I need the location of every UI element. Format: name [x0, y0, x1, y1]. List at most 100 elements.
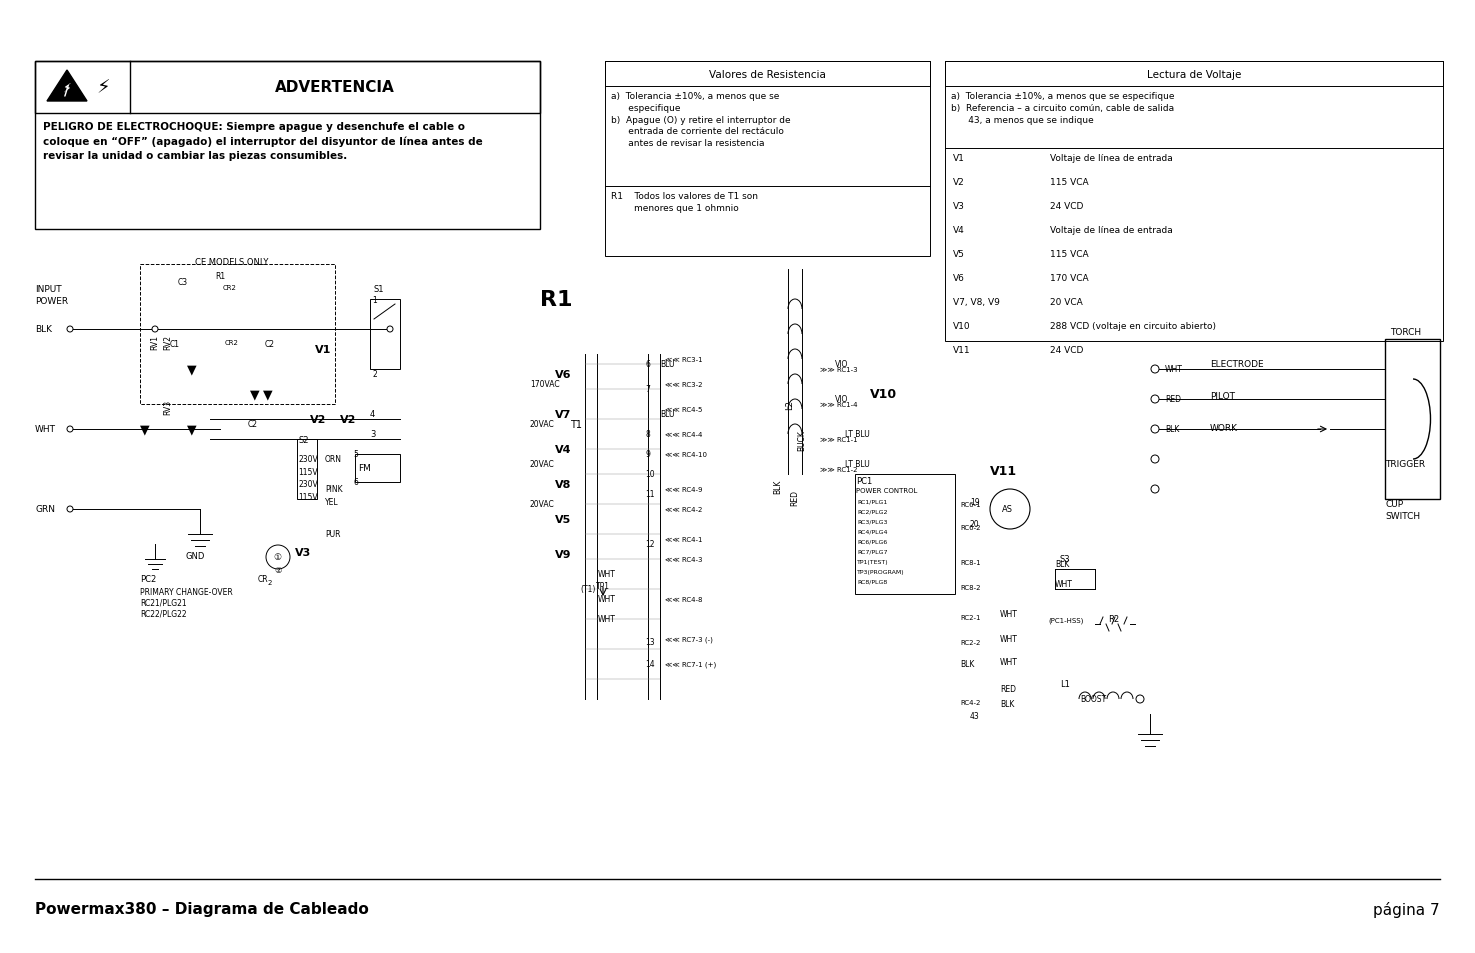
Text: S3: S3	[1061, 555, 1071, 563]
Text: AS: AS	[1002, 504, 1013, 514]
Text: V7: V7	[555, 410, 571, 419]
Text: 12: 12	[645, 539, 655, 548]
Text: 170 VCA: 170 VCA	[1050, 274, 1089, 283]
Text: SWITCH: SWITCH	[1385, 512, 1420, 520]
Text: (PC1-HSS): (PC1-HSS)	[1049, 618, 1083, 624]
Text: RC7/PLG7: RC7/PLG7	[857, 550, 888, 555]
Text: /: /	[65, 84, 69, 98]
Circle shape	[152, 327, 158, 333]
Text: BLK: BLK	[1055, 559, 1069, 568]
Text: 13: 13	[645, 638, 655, 646]
Text: 5: 5	[353, 450, 358, 458]
Bar	[945, 62, 1443, 87]
Text: ≪≪ RC4-1: ≪≪ RC4-1	[665, 537, 702, 542]
Text: V3: V3	[295, 547, 311, 558]
Bar	[945, 62, 1443, 341]
Text: ≫≫ RC1-3: ≫≫ RC1-3	[820, 367, 857, 373]
Text: WHT: WHT	[35, 424, 56, 434]
Text: V10: V10	[870, 388, 897, 400]
Text: ▼: ▼	[140, 423, 150, 436]
Text: a)  Tolerancia ±10%, a menos que se
      especifique
b)  Apague (O) y retire el: a) Tolerancia ±10%, a menos que se espec…	[611, 91, 791, 148]
Text: 20VAC: 20VAC	[530, 419, 555, 429]
Polygon shape	[47, 71, 87, 102]
Circle shape	[1150, 485, 1159, 494]
Text: ORN: ORN	[324, 455, 342, 463]
Text: BUCK: BUCK	[798, 430, 807, 451]
Text: V3: V3	[953, 202, 965, 211]
Text: RC21/PLG21: RC21/PLG21	[140, 598, 187, 607]
Circle shape	[990, 490, 1030, 530]
Text: WHT: WHT	[597, 615, 617, 623]
Text: ②: ②	[274, 565, 282, 575]
Text: R1: R1	[215, 272, 226, 281]
Circle shape	[66, 327, 72, 333]
Text: 115 VCA: 115 VCA	[1050, 250, 1089, 258]
Text: ▼: ▼	[187, 363, 196, 376]
Circle shape	[266, 545, 291, 569]
Text: Voltaje de línea de entrada: Voltaje de línea de entrada	[1050, 153, 1173, 163]
Bar	[355, 455, 400, 482]
Text: TP1: TP1	[596, 581, 611, 590]
Text: WHT: WHT	[1055, 579, 1072, 588]
Text: LT BLU: LT BLU	[845, 459, 870, 469]
Text: 288 VCD (voltaje en circuito abierto): 288 VCD (voltaje en circuito abierto)	[1050, 322, 1215, 331]
Text: V7, V8, V9: V7, V8, V9	[953, 297, 1000, 307]
Text: RC8/PLG8: RC8/PLG8	[857, 579, 888, 584]
Text: ≪≪ RC7-3 (-): ≪≪ RC7-3 (-)	[665, 636, 712, 642]
Text: RV1: RV1	[150, 335, 159, 350]
Text: RED: RED	[791, 490, 799, 505]
Text: TORCH: TORCH	[1389, 328, 1420, 336]
Text: BLK: BLK	[1000, 700, 1015, 708]
Text: V5: V5	[555, 515, 571, 524]
Text: BLK: BLK	[773, 479, 783, 494]
Bar	[605, 62, 931, 87]
Text: 230V: 230V	[298, 455, 317, 463]
Text: 2: 2	[268, 579, 273, 585]
Text: V2: V2	[953, 178, 965, 187]
Text: 7: 7	[645, 385, 650, 394]
Text: ▼: ▼	[251, 388, 260, 401]
Text: V9: V9	[555, 550, 571, 559]
Text: BOOST: BOOST	[1080, 695, 1106, 703]
Circle shape	[1150, 426, 1159, 434]
Text: ADVERTENCIA: ADVERTENCIA	[276, 80, 395, 95]
Text: WHT: WHT	[1000, 609, 1018, 618]
Text: RC2/PLG2: RC2/PLG2	[857, 510, 888, 515]
Text: RC6-2: RC6-2	[960, 524, 981, 531]
Text: Lectura de Voltaje: Lectura de Voltaje	[1148, 70, 1240, 79]
Circle shape	[66, 506, 72, 513]
Text: INPUT: INPUT	[35, 285, 62, 294]
Text: RC6/PLG6: RC6/PLG6	[857, 539, 888, 544]
Text: C1: C1	[170, 339, 180, 349]
Text: 14: 14	[645, 659, 655, 668]
Text: RC6-1: RC6-1	[960, 501, 981, 507]
Text: V4: V4	[555, 444, 571, 455]
Text: RC4-2: RC4-2	[960, 700, 981, 705]
Bar	[296, 439, 317, 499]
Circle shape	[1150, 366, 1159, 374]
Text: PINK: PINK	[324, 484, 342, 494]
Text: ≫≫ RC1-2: ≫≫ RC1-2	[820, 467, 857, 473]
Text: 8: 8	[645, 430, 650, 438]
Text: 43: 43	[971, 711, 979, 720]
Text: R1    Todos los valores de T1 son
        menores que 1 ohmnio: R1 Todos los valores de T1 son menores q…	[611, 192, 758, 213]
Text: 20: 20	[971, 519, 979, 529]
Text: RC1/PLG1: RC1/PLG1	[857, 499, 888, 504]
Text: 20VAC: 20VAC	[530, 499, 555, 509]
Text: WHT: WHT	[597, 569, 617, 578]
Circle shape	[1150, 395, 1159, 403]
Text: RC22/PLG22: RC22/PLG22	[140, 609, 187, 618]
Text: WHT: WHT	[1165, 365, 1183, 374]
Text: BLK: BLK	[1165, 424, 1180, 434]
Text: RC2-1: RC2-1	[960, 615, 981, 620]
Bar	[370, 299, 400, 370]
Text: ▼: ▼	[187, 423, 196, 436]
Text: 1: 1	[372, 295, 376, 305]
Text: ≪≪ RC4-4: ≪≪ RC4-4	[665, 432, 702, 437]
Text: PELIGRO DE ELECTROCHOQUE: Siempre apague y desenchufe el cable o
coloque en “OFF: PELIGRO DE ELECTROCHOQUE: Siempre apague…	[43, 122, 482, 161]
Text: 20VAC: 20VAC	[530, 459, 555, 469]
Text: ≪≪ RC4-3: ≪≪ RC4-3	[665, 557, 702, 562]
Text: 115V: 115V	[298, 468, 317, 476]
Text: 4: 4	[370, 410, 375, 418]
Text: V1: V1	[316, 345, 332, 355]
